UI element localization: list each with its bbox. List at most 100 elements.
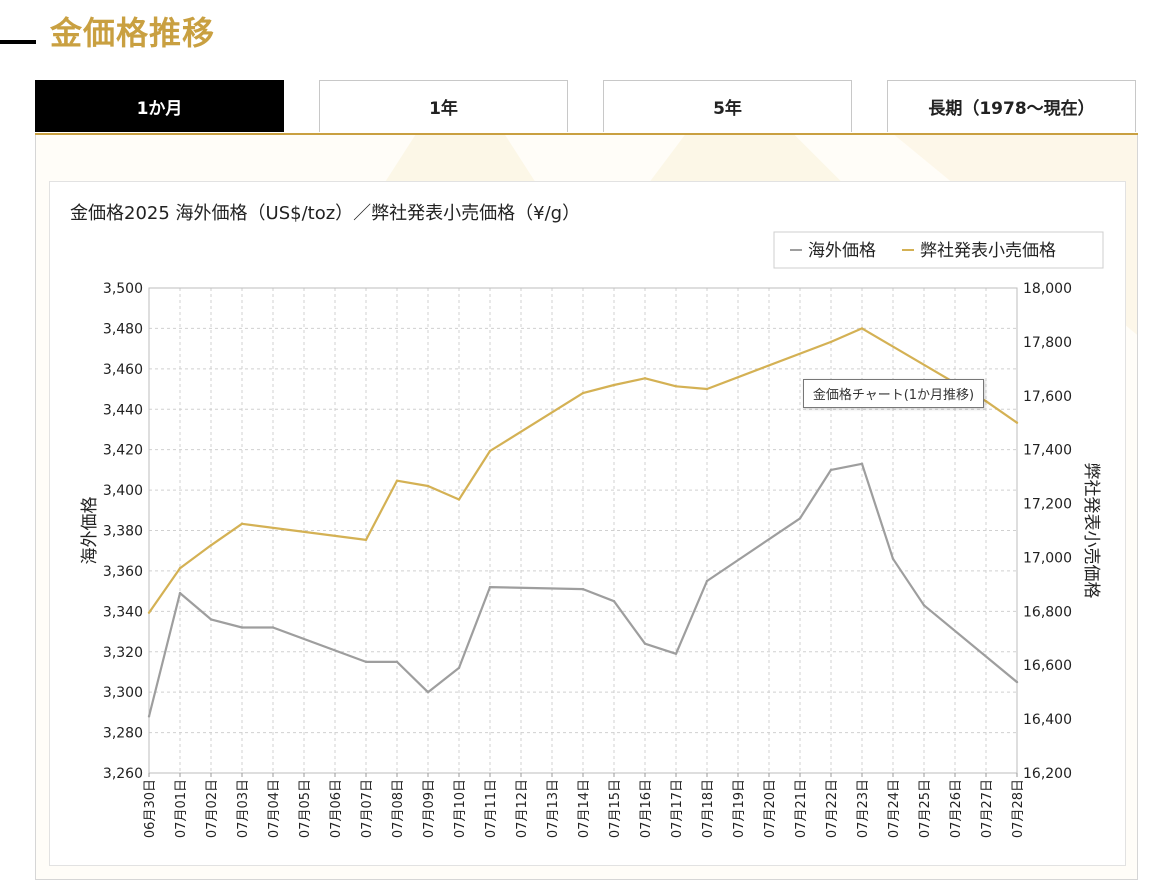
y-left-tick-label: 3,420 <box>103 443 143 459</box>
y-right-tick-label: 17,400 <box>1023 443 1072 459</box>
data-point <box>829 468 833 472</box>
data-point <box>798 517 802 520</box>
y-right-tick-label: 17,600 <box>1023 389 1072 405</box>
x-tick-label: 07月08日 <box>391 779 406 838</box>
x-tick-label: 07月05日 <box>298 779 313 838</box>
x-tick-label: 07月24日 <box>887 779 902 838</box>
x-tick-label: 07月11日 <box>484 779 499 838</box>
data-point <box>457 498 461 501</box>
data-point <box>674 652 678 655</box>
x-tick-label: 07月25日 <box>918 779 933 838</box>
data-point <box>240 626 244 629</box>
y-right-tick-label: 17,000 <box>1023 550 1072 566</box>
data-point <box>705 579 709 583</box>
x-tick-label: 07月04日 <box>267 779 282 838</box>
x-tick-label: 06月30日 <box>143 779 158 838</box>
chart-tooltip: 金価格チャート(1か月推移) <box>803 379 984 408</box>
y-left-tick-label: 3,500 <box>103 281 143 297</box>
tab-5-years[interactable]: 5年 <box>603 80 852 132</box>
chart-title: 金価格2025 海外価格（US$/toz）／弊社発表小売価格（¥/g） <box>70 203 580 224</box>
data-point <box>891 557 895 560</box>
chart-container: 3,260 3,280 3,300 3,320 3,340 3,360 3,380 3,400… <box>49 181 1126 866</box>
data-point <box>860 462 864 465</box>
tab-long-term[interactable]: 長期（1978～現在） <box>887 80 1136 132</box>
data-point <box>209 544 213 547</box>
data-point <box>426 691 430 694</box>
data-point <box>1015 421 1019 424</box>
data-point <box>364 660 368 664</box>
data-point <box>581 587 585 591</box>
title-accent-bar <box>0 40 36 44</box>
data-point <box>147 715 151 718</box>
data-point <box>457 666 461 670</box>
x-tick-label: 07月17日 <box>670 779 685 838</box>
y-left-tick-label: 3,320 <box>103 645 143 661</box>
data-point <box>643 377 647 380</box>
x-tick-label: 07月23日 <box>856 779 871 838</box>
x-tick-label: 07月27日 <box>980 779 995 838</box>
x-tick-label: 07月13日 <box>546 779 561 838</box>
data-point <box>488 449 492 453</box>
x-tick-label: 07月22日 <box>825 779 840 838</box>
x-tick-label: 07月12日 <box>515 779 530 838</box>
y-left-tick-label: 3,460 <box>103 362 143 378</box>
y-right-tick-label: 17,800 <box>1023 335 1072 351</box>
data-point <box>488 585 492 589</box>
y-right-tick-label: 16,400 <box>1023 712 1072 728</box>
data-point <box>860 327 864 330</box>
y-right-tick-label: 16,200 <box>1023 766 1072 782</box>
data-point <box>674 385 678 388</box>
x-tick-label: 07月26日 <box>949 779 964 838</box>
data-point <box>209 618 213 621</box>
x-tick-label: 07月06日 <box>329 779 344 838</box>
x-tick-label: 07月19日 <box>732 779 747 838</box>
tab-underline <box>35 133 1138 135</box>
x-tick-label: 07月21日 <box>794 779 809 838</box>
y-left-tick-label: 3,380 <box>103 524 143 540</box>
tab-1-year[interactable]: 1年 <box>319 80 568 132</box>
data-point <box>426 484 430 488</box>
y-right-tick-label: 18,000 <box>1023 281 1072 297</box>
data-point <box>829 340 833 344</box>
series-line <box>148 327 1018 614</box>
x-tick-label: 07月20日 <box>763 779 778 838</box>
data-point <box>643 642 647 645</box>
data-point <box>612 383 616 387</box>
y-left-tick-label: 3,280 <box>103 726 143 742</box>
x-tick-label: 07月28日 <box>1011 779 1026 838</box>
data-point <box>612 600 616 603</box>
page-title: 金価格推移 <box>50 14 216 52</box>
data-point <box>705 387 709 391</box>
y-right-tick-label: 17,200 <box>1023 497 1072 513</box>
legend-entry: 海外価格 <box>808 241 876 261</box>
y-left-tick-label: 3,440 <box>103 402 143 418</box>
y-right-tick-label: 16,600 <box>1023 658 1072 674</box>
y-left-tick-label: 3,360 <box>103 564 143 580</box>
data-point <box>1015 680 1019 684</box>
y-right-axis-title: 弊社発表小売価格 <box>1081 463 1101 599</box>
data-point <box>922 604 926 607</box>
tab-1-month[interactable]: 1か月 <box>35 80 284 132</box>
x-tick-label: 07月10日 <box>453 779 468 838</box>
x-tick-label: 07月09日 <box>422 779 437 838</box>
data-point <box>984 400 988 403</box>
line-chart: 3,260 3,280 3,300 3,320 3,340 3,360 3,380 3,400… <box>70 203 1104 838</box>
data-point <box>271 626 275 629</box>
data-point <box>178 591 182 595</box>
x-tick-label: 07月14日 <box>577 779 592 838</box>
x-tick-label: 07月16日 <box>639 779 654 838</box>
data-point <box>395 660 399 664</box>
y-left-axis-title: 海外価格 <box>80 497 100 565</box>
data-point <box>178 567 182 570</box>
data-point <box>147 611 151 614</box>
data-point <box>581 391 585 395</box>
legend-box <box>773 231 1104 269</box>
x-tick-label: 07月01日 <box>174 779 189 838</box>
legend-entry: 弊社発表小売価格 <box>920 241 1056 261</box>
period-tabs: 1か月 1年 5年 長期（1978～現在） <box>35 80 1138 135</box>
x-tick-label: 07月18日 <box>701 779 716 838</box>
y-left-tick-label: 3,300 <box>103 685 143 701</box>
y-left-tick-label: 3,400 <box>103 483 143 499</box>
x-tick-label: 07月02日 <box>205 779 220 838</box>
x-tick-label: 07月03日 <box>236 779 251 838</box>
